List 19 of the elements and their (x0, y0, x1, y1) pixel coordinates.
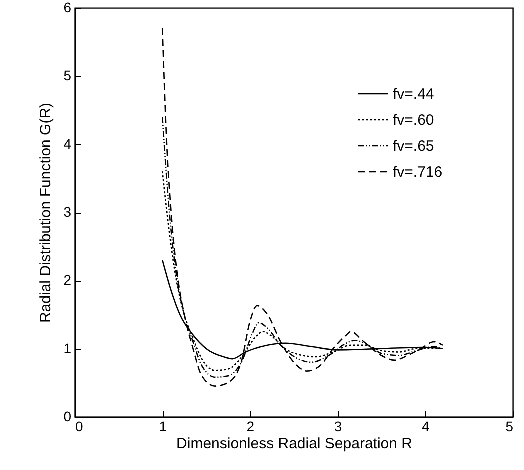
y-tick-label: 1 (64, 340, 72, 356)
legend-label: fv=.716 (393, 164, 443, 181)
x-tick-label: 3 (334, 418, 342, 434)
x-tick-label: 0 (76, 418, 84, 434)
y-tick-label: 3 (64, 204, 72, 220)
y-tick-label: 4 (64, 136, 72, 152)
x-tick-label: 1 (159, 418, 168, 434)
x-tick-label: 5 (506, 418, 514, 434)
legend-label: fv=.60 (393, 112, 434, 129)
x-tick-label: 4 (422, 418, 430, 434)
y-tick-label: 5 (64, 68, 72, 84)
y-axis-title: Radial Distribution Function G(R) (38, 102, 55, 324)
x-tick-label: 2 (246, 418, 255, 434)
y-tick-label: 2 (64, 272, 72, 288)
y-tick-label: 6 (64, 0, 72, 16)
y-tick-label: 0 (64, 408, 72, 424)
x-axis-title: Dimensionless Radial Separation R (176, 436, 413, 452)
legend-label: fv=.44 (393, 86, 434, 103)
legend-label: fv=.65 (393, 138, 434, 155)
